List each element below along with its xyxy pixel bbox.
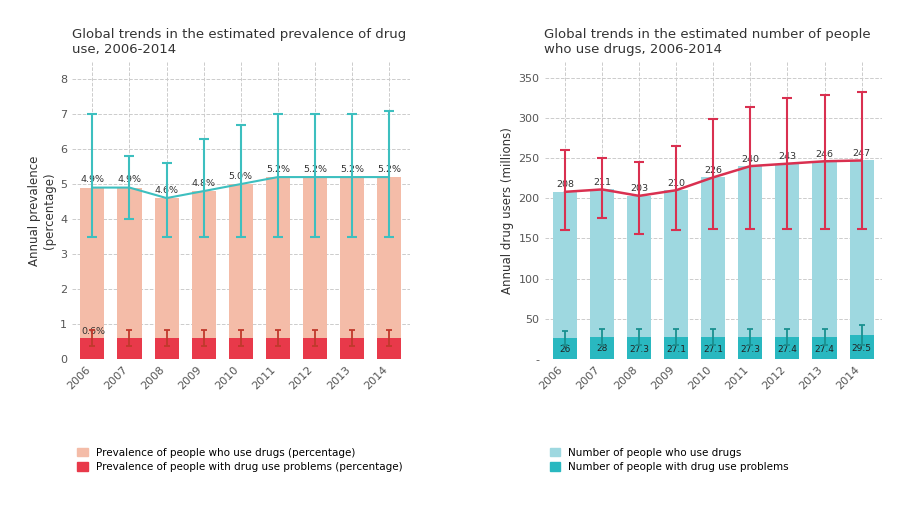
Text: 28: 28 — [597, 344, 608, 353]
Bar — [155, 338, 178, 359]
Bar — [80, 338, 104, 359]
Bar — [303, 338, 327, 359]
Text: 5.2%: 5.2% — [340, 165, 364, 173]
Text: 4.9%: 4.9% — [80, 175, 104, 184]
Text: 246: 246 — [815, 150, 833, 159]
Text: 240: 240 — [742, 155, 760, 164]
Text: 243: 243 — [778, 152, 796, 161]
Text: 5.2%: 5.2% — [377, 165, 401, 173]
Bar — [701, 177, 725, 359]
Bar — [266, 338, 290, 359]
Text: 211: 211 — [593, 178, 611, 187]
Text: 27.3: 27.3 — [629, 345, 649, 354]
Bar — [627, 337, 651, 359]
Legend: Prevalence of people who use drugs (percentage), Prevalence of people with drug : Prevalence of people who use drugs (perc… — [77, 448, 402, 472]
Bar — [664, 190, 689, 359]
Bar — [738, 337, 762, 359]
Text: 27.1: 27.1 — [666, 345, 686, 354]
Text: 4.6%: 4.6% — [155, 186, 178, 194]
Bar — [776, 164, 799, 359]
Text: Global trends in the estimated prevalence of drug
use, 2006-2014: Global trends in the estimated prevalenc… — [72, 28, 406, 56]
Text: 226: 226 — [704, 166, 722, 175]
Bar — [229, 184, 253, 359]
Text: 5.2%: 5.2% — [303, 165, 327, 173]
Bar — [377, 338, 401, 359]
Text: 5.0%: 5.0% — [229, 171, 253, 181]
Bar — [192, 191, 216, 359]
Text: 27.1: 27.1 — [703, 345, 724, 354]
Text: 26: 26 — [559, 345, 571, 354]
Bar — [738, 166, 762, 359]
Text: 208: 208 — [556, 181, 574, 189]
Text: 27.4: 27.4 — [814, 345, 834, 353]
Text: 4.8%: 4.8% — [192, 179, 216, 188]
Bar — [192, 338, 216, 359]
Text: 203: 203 — [630, 185, 648, 193]
Bar — [664, 338, 689, 359]
Bar — [627, 196, 651, 359]
Text: 5.2%: 5.2% — [266, 165, 290, 173]
Bar — [701, 338, 725, 359]
Bar — [266, 177, 290, 359]
Bar — [813, 337, 837, 359]
Bar — [590, 337, 614, 359]
Text: 210: 210 — [667, 179, 685, 188]
Bar — [590, 189, 614, 359]
Bar — [553, 338, 577, 359]
Bar — [377, 177, 401, 359]
Bar — [117, 188, 141, 359]
Bar — [340, 177, 364, 359]
Bar — [303, 177, 327, 359]
Text: 247: 247 — [852, 149, 870, 158]
Text: Global trends in the estimated number of people
who use drugs, 2006-2014: Global trends in the estimated number of… — [544, 28, 871, 56]
Bar — [553, 192, 577, 359]
Bar — [813, 161, 837, 359]
Text: 29.5: 29.5 — [851, 344, 871, 353]
Bar — [776, 337, 799, 359]
Text: 0.6%: 0.6% — [81, 327, 105, 337]
Text: 4.9%: 4.9% — [118, 175, 141, 184]
Y-axis label: Annual drug users (millions): Annual drug users (millions) — [501, 127, 514, 294]
Bar — [155, 198, 178, 359]
Bar — [850, 161, 874, 359]
Y-axis label: Annual prevalence
(percentage): Annual prevalence (percentage) — [28, 155, 56, 266]
Text: 27.3: 27.3 — [741, 345, 760, 354]
Bar — [850, 336, 874, 359]
Bar — [80, 188, 104, 359]
Bar — [340, 338, 364, 359]
Bar — [229, 338, 253, 359]
Bar — [117, 338, 141, 359]
Text: 27.4: 27.4 — [778, 345, 797, 353]
Legend: Number of people who use drugs, Number of people with drug use problems: Number of people who use drugs, Number o… — [550, 448, 789, 472]
